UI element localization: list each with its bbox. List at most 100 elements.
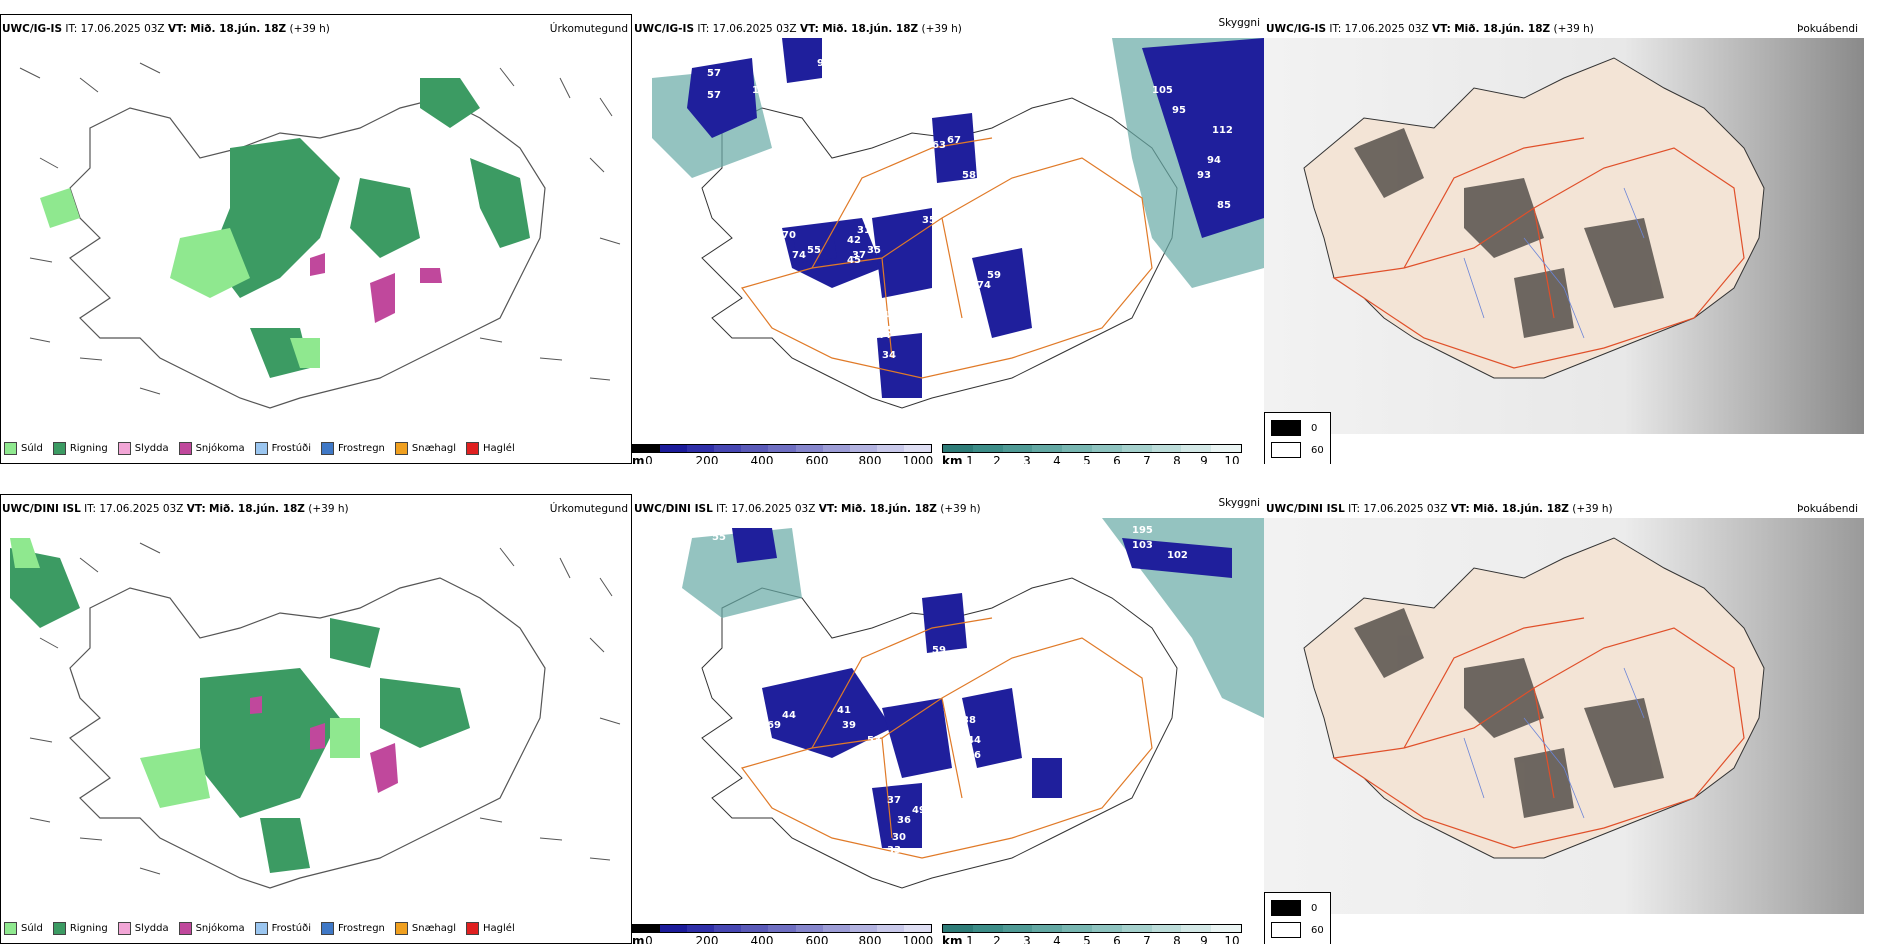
scale-label: 400 bbox=[750, 934, 774, 944]
panel-title: Þokuábendi bbox=[1797, 503, 1858, 515]
vt-value: Mið. 18.jún. 18Z bbox=[1473, 503, 1569, 515]
scale-unit: m bbox=[632, 454, 645, 464]
scale-label: 0 bbox=[645, 454, 653, 464]
legend-label: Frostúði bbox=[271, 922, 311, 934]
panel-title: Úrkomutegund bbox=[549, 23, 628, 35]
model-name: UWC/DINI ISL bbox=[2, 503, 81, 515]
fog-legend-label: 0 bbox=[1311, 422, 1318, 434]
panel-header: UWC/IG-IS IT: 17.06.2025 03Z VT: Mið. 18… bbox=[632, 17, 1264, 38]
visibility-number: 69 bbox=[767, 720, 781, 731]
visibility-scale: km 1 2 3 4 5 6 7 8 9 10 bbox=[942, 924, 1242, 944]
cloud-panel-row1: UWC/IG-IS IT: 17.06.2025 03Z VT: Mið. 18… bbox=[632, 10, 1264, 464]
legend-label: Súld bbox=[21, 442, 43, 454]
fog-swatch-black bbox=[1271, 420, 1301, 436]
legend-label: Snæhagl bbox=[411, 442, 457, 454]
scale-label: 200 bbox=[695, 454, 719, 464]
legend-label: Rigning bbox=[69, 442, 108, 454]
scale-label: 800 bbox=[858, 454, 882, 464]
visibility-number: 90 bbox=[817, 58, 831, 69]
drizzle-swatch bbox=[4, 441, 17, 455]
visibility-number: 63 bbox=[932, 140, 946, 151]
precip-map bbox=[0, 38, 632, 434]
it-label: IT: bbox=[716, 503, 729, 515]
visibility-number: 47 bbox=[882, 310, 896, 321]
visibility-number: 49 bbox=[912, 805, 926, 816]
drizzle-swatch bbox=[4, 921, 17, 935]
visibility-number: 37 bbox=[852, 250, 866, 261]
scale-unit: m bbox=[632, 934, 645, 944]
visibility-number: 55 bbox=[712, 532, 726, 543]
legend-item-hail: Haglél bbox=[466, 921, 515, 935]
fog-legend: 0 60 bbox=[1264, 412, 1331, 464]
visibility-number: 40 bbox=[732, 710, 746, 721]
precip-map-svg bbox=[10, 538, 621, 889]
scale-label: 7 bbox=[1143, 454, 1151, 464]
visibility-number: 67 bbox=[947, 135, 961, 146]
scale-bar bbox=[942, 444, 1242, 453]
visibility-number: 61 bbox=[982, 210, 996, 221]
snow-swatch bbox=[178, 441, 192, 455]
rain-swatch bbox=[52, 921, 66, 935]
fog-map-svg bbox=[1264, 38, 1864, 434]
scale-bar bbox=[942, 924, 1242, 933]
scale-label: 6 bbox=[1113, 934, 1121, 944]
cloud-base-scale: m 0 200 400 600 800 1000 bbox=[632, 444, 933, 464]
it-label: IT: bbox=[697, 23, 710, 35]
model-name: UWC/IG-IS bbox=[2, 23, 63, 35]
vt-value: Mið. 18.jún. 18Z bbox=[190, 23, 287, 35]
scale-label: 1 bbox=[966, 934, 974, 944]
visibility-number: 75 bbox=[747, 720, 761, 731]
panel-header: UWC/DINI ISL IT: 17.06.2025 03Z VT: Mið.… bbox=[632, 497, 1264, 518]
visibility-number: 105 bbox=[992, 225, 1013, 236]
fog-legend-box: 0 60 bbox=[1264, 412, 1331, 464]
precip-map bbox=[0, 518, 632, 914]
panel-title: Úrkomutegund bbox=[549, 503, 628, 515]
visibility-number: 34 bbox=[882, 350, 896, 361]
scale-label: 5 bbox=[1083, 454, 1091, 464]
rivers bbox=[1463, 667, 1645, 819]
visibility-number: 95 bbox=[1172, 105, 1186, 116]
legend-item-snow-pellets: Snæhagl bbox=[394, 921, 456, 935]
precip-legend: Súld Rigning Slydda Snjókoma Frostúði Fr… bbox=[4, 438, 515, 458]
scale-label: 10 bbox=[1224, 934, 1240, 944]
scale-label: 2 bbox=[993, 454, 1001, 464]
hail-swatch bbox=[466, 441, 480, 455]
fog-legend-box: 0 60 bbox=[1264, 892, 1331, 944]
precip-map-svg bbox=[19, 62, 621, 409]
panel-header: UWC/DINI ISL IT: 17.06.2025 03Z VT: Mið.… bbox=[1264, 500, 1900, 518]
it-value: 17.06.2025 03Z bbox=[712, 23, 797, 35]
visibility-number: 57 bbox=[707, 68, 721, 79]
wind-barbs bbox=[19, 62, 621, 395]
freezing-rain-swatch bbox=[321, 921, 334, 935]
visibility-number: 70 bbox=[782, 230, 796, 241]
legend-item-drizzle: Súld bbox=[4, 921, 43, 935]
visibility-number: 105 bbox=[1152, 85, 1173, 96]
legend-item-snow: Snjókoma bbox=[178, 441, 245, 455]
scale-label: 2 bbox=[993, 934, 1001, 944]
snow-pellets-swatch bbox=[394, 441, 408, 455]
vt-value: Mið. 18.jún. 18Z bbox=[841, 503, 937, 515]
legend-item-rain: Rigning bbox=[52, 921, 108, 935]
visibility-number: 40 bbox=[762, 240, 776, 251]
scale-label: 800 bbox=[858, 934, 882, 944]
legend-label: Rigning bbox=[69, 922, 108, 934]
hail-swatch bbox=[466, 921, 480, 935]
freezing-rain-swatch bbox=[321, 441, 334, 455]
road-network bbox=[740, 137, 1153, 379]
visibility-number: 74 bbox=[792, 250, 806, 261]
visibility-number: 51 bbox=[857, 750, 871, 761]
snow-swatch bbox=[178, 921, 192, 935]
drizzle-areas bbox=[40, 188, 320, 368]
visibility-number: 31 bbox=[857, 225, 871, 236]
legend-item-sleet: Slydda bbox=[117, 441, 169, 455]
it-label: IT: bbox=[1329, 23, 1342, 35]
vt-value: Mið. 18.jún. 18Z bbox=[1454, 23, 1551, 35]
panel-header: UWC/IG-IS IT: 17.06.2025 03Z VT: Mið. 18… bbox=[0, 20, 632, 38]
visibility-number: 34 bbox=[752, 738, 766, 749]
fog-swatch-white bbox=[1271, 922, 1301, 938]
visibility-number: 86 bbox=[867, 760, 881, 771]
visibility-number: 48 bbox=[912, 190, 926, 201]
scale-label: 4 bbox=[1053, 454, 1061, 464]
it-value: 17.06.2025 03Z bbox=[80, 23, 165, 35]
fog-legend-label: 0 bbox=[1311, 902, 1318, 914]
